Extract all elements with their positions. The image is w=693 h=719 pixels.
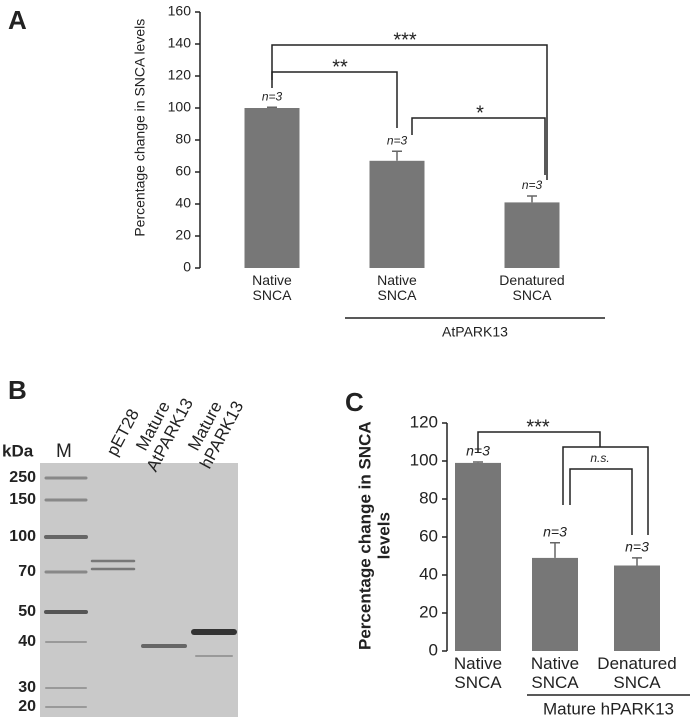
gel-marker-label: 40 bbox=[18, 633, 36, 650]
gel-marker-label: 100 bbox=[9, 528, 36, 545]
gel bbox=[40, 463, 238, 717]
gel-marker-label: 20 bbox=[18, 698, 36, 715]
x-tick-label: Denatured SNCA bbox=[499, 272, 565, 304]
significance-bracket bbox=[477, 431, 601, 452]
y-tick-label: 60 bbox=[175, 163, 191, 179]
n-label: n=3 bbox=[387, 133, 408, 147]
gel-unit: kDa bbox=[2, 441, 34, 460]
y-tick-label: 40 bbox=[419, 564, 438, 583]
panel-label: B bbox=[8, 375, 27, 405]
n-label: n=3 bbox=[543, 523, 567, 539]
error-bar bbox=[473, 461, 483, 463]
y-tick-label: 120 bbox=[168, 67, 192, 83]
y-tick-label: 160 bbox=[168, 3, 192, 19]
y-tick-label: 100 bbox=[410, 450, 438, 469]
x-tick-label: Denatured SNCA bbox=[597, 654, 677, 692]
significance-bracket bbox=[569, 468, 633, 535]
y-axis-label: Percentage change in SNCA levels bbox=[355, 421, 393, 650]
bar bbox=[504, 202, 560, 268]
significance-bracket bbox=[271, 44, 548, 180]
y-axis-label: Percentage change in SNCA levels bbox=[131, 18, 148, 237]
error-bar bbox=[632, 557, 642, 566]
x-tick-label: Native SNCA bbox=[377, 272, 417, 304]
bar bbox=[244, 108, 300, 268]
significance-bracket bbox=[271, 71, 398, 128]
significance-bracket bbox=[411, 117, 546, 175]
y-tick-label: 40 bbox=[175, 195, 191, 211]
y-tick-label: 140 bbox=[168, 35, 192, 51]
x-tick-label: Native SNCA bbox=[530, 654, 580, 692]
error-bar bbox=[392, 150, 402, 161]
error-bar bbox=[267, 106, 277, 108]
y-tick-label: 80 bbox=[175, 131, 191, 147]
significance-bracket bbox=[562, 446, 649, 535]
x-tick-label: Native SNCA bbox=[252, 272, 292, 304]
gel-marker-label: 70 bbox=[18, 563, 36, 580]
bar bbox=[369, 160, 425, 268]
significance-label: * bbox=[476, 102, 484, 124]
gel-lane-label: M bbox=[56, 441, 72, 462]
y-tick-label: 100 bbox=[168, 99, 192, 115]
panel-label: A bbox=[8, 5, 27, 35]
bar bbox=[532, 557, 578, 651]
x-tick-label: Native SNCA bbox=[453, 654, 503, 692]
significance-label: n.s. bbox=[590, 451, 609, 465]
significance-label: ** bbox=[332, 56, 348, 78]
y-tick-label: 80 bbox=[419, 488, 438, 507]
gel-marker-label: 30 bbox=[18, 679, 36, 696]
y-tick-label: 20 bbox=[419, 602, 438, 621]
error-bar bbox=[550, 541, 560, 558]
error-bar bbox=[527, 195, 537, 203]
y-tick-label: 0 bbox=[429, 640, 438, 659]
n-label: n=3 bbox=[522, 178, 543, 192]
y-tick-label: 60 bbox=[419, 526, 438, 545]
significance-label: *** bbox=[393, 29, 417, 51]
n-label: n=3 bbox=[625, 539, 649, 555]
gel-marker-label: 50 bbox=[18, 603, 36, 620]
bar bbox=[455, 462, 501, 651]
y-tick-label: 0 bbox=[183, 259, 191, 275]
significance-label: *** bbox=[526, 416, 550, 438]
y-tick-label: 20 bbox=[175, 227, 191, 243]
gel-marker-label: 150 bbox=[9, 491, 36, 508]
bar bbox=[614, 565, 660, 651]
panel-label: C bbox=[345, 387, 364, 417]
n-label: n=3 bbox=[262, 89, 283, 103]
gel-marker-label: 250 bbox=[9, 469, 36, 486]
group-label: Mature hPARK13 bbox=[543, 699, 674, 718]
group-label: AtPARK13 bbox=[442, 324, 508, 340]
y-tick-label: 120 bbox=[410, 412, 438, 431]
gel-bands bbox=[44, 476, 237, 708]
